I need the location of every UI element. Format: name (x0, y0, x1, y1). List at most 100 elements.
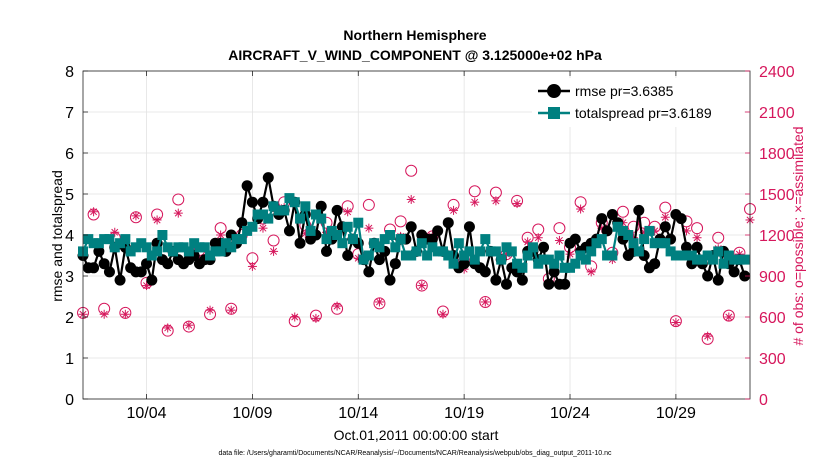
point-rmse (331, 204, 343, 216)
point-totalspread (295, 213, 306, 224)
point-rmse (162, 258, 174, 270)
point-rmse (236, 217, 248, 229)
point-rmse (432, 225, 444, 237)
point-totalspread (342, 221, 353, 232)
point-totalspread (99, 234, 110, 245)
point-rmse (479, 266, 491, 278)
asterisk-stroke (121, 310, 129, 318)
point-totalspread (157, 230, 168, 240)
point-totalspread (273, 205, 284, 216)
legend-box (532, 78, 744, 127)
asterisk-stroke (672, 318, 680, 326)
point-totalspread (469, 254, 480, 265)
point-rmse (262, 172, 274, 184)
point-totalspread (257, 209, 268, 220)
point-totalspread (326, 225, 337, 236)
point-totalspread (549, 258, 560, 269)
point-totalspread (115, 238, 126, 249)
point-totalspread (464, 246, 475, 257)
point-totalspread (713, 246, 724, 257)
asterisk-stroke (693, 234, 701, 242)
point-rmse (114, 274, 126, 286)
point-totalspread (347, 234, 358, 245)
point-totalspread (178, 242, 189, 253)
asterisk-stroke (100, 310, 108, 318)
point-totalspread (284, 193, 295, 204)
point-rmse (88, 262, 100, 274)
point-totalspread (305, 225, 316, 236)
obs-possible-marker (405, 164, 418, 177)
point-totalspread (183, 246, 194, 257)
obs-assimilated-marker (660, 212, 670, 222)
point-totalspread (120, 234, 131, 245)
point-totalspread (633, 246, 644, 257)
point-totalspread (448, 258, 459, 269)
point-rmse (283, 225, 295, 237)
asterisk-stroke (524, 238, 532, 246)
point-totalspread (242, 225, 253, 236)
point-rmse (649, 258, 661, 270)
asterisk-stroke (259, 224, 267, 232)
asterisk-stroke (174, 209, 182, 217)
point-totalspread (226, 242, 237, 253)
point-totalspread (358, 254, 369, 265)
point-totalspread (369, 238, 380, 249)
point-totalspread (522, 250, 533, 261)
y-tick-label: 4 (65, 228, 74, 245)
point-totalspread (247, 221, 258, 232)
obs-possible-marker (394, 215, 407, 228)
obs-assimilated-marker (586, 267, 596, 277)
point-totalspread (575, 250, 586, 261)
point-totalspread (268, 201, 279, 212)
point-totalspread (374, 242, 385, 253)
obs-assimilated-marker (99, 309, 109, 319)
point-rmse (321, 245, 333, 257)
point-totalspread (189, 238, 200, 249)
asterisk-stroke (439, 310, 447, 318)
point-rmse (559, 278, 571, 290)
legend: rmse pr=3.6385 totalspread pr=3.6189 (532, 78, 744, 127)
point-totalspread (289, 197, 300, 208)
point-totalspread (501, 242, 512, 253)
obs-assimilated-marker (406, 194, 416, 204)
obs-assimilated-marker (184, 320, 194, 330)
point-totalspread (379, 234, 390, 245)
asterisk-stroke (132, 212, 140, 220)
x-tick-label: 10/29 (656, 405, 696, 422)
point-rmse (405, 221, 417, 233)
point-totalspread (723, 250, 734, 261)
point-rmse (516, 274, 528, 286)
point-totalspread (321, 234, 332, 245)
point-rmse (680, 241, 692, 253)
obs-assimilated-marker (554, 235, 564, 245)
asterisk-stroke (407, 195, 415, 203)
point-totalspread (231, 234, 242, 245)
obs-assimilated-marker (258, 223, 268, 233)
obs-assimilated-marker (724, 312, 734, 322)
asterisk-stroke (725, 313, 733, 321)
asterisk-stroke (270, 247, 278, 255)
point-totalspread (173, 242, 184, 253)
y-axis-label-right: # of obs: o=possible; ×=assimilated (790, 126, 806, 345)
point-totalspread (252, 209, 263, 220)
point-rmse (93, 245, 105, 257)
obs-assimilated-marker (226, 305, 236, 315)
data-file-footer: data file: /Users/gharamti/Documents/NCA… (218, 450, 612, 457)
y-tick-label-right: 300 (759, 351, 786, 368)
point-rmse (363, 266, 375, 278)
obs-possible-marker (479, 295, 492, 308)
y-tick-label-right: 0 (759, 392, 768, 409)
obs-assimilated-marker (438, 309, 448, 319)
point-totalspread (136, 238, 147, 249)
asterisk-stroke (248, 262, 256, 270)
legend-rmse-marker (547, 84, 561, 98)
point-totalspread (395, 234, 406, 245)
x-axis-label: Oct.01,2011 00:00:00 start (334, 427, 499, 443)
point-totalspread (607, 250, 618, 261)
obs-assimilated-marker (470, 197, 480, 207)
point-rmse (135, 266, 147, 278)
asterisk-stroke (471, 198, 479, 206)
point-totalspread (623, 230, 634, 240)
point-rmse (691, 241, 703, 253)
point-rmse (384, 274, 396, 286)
